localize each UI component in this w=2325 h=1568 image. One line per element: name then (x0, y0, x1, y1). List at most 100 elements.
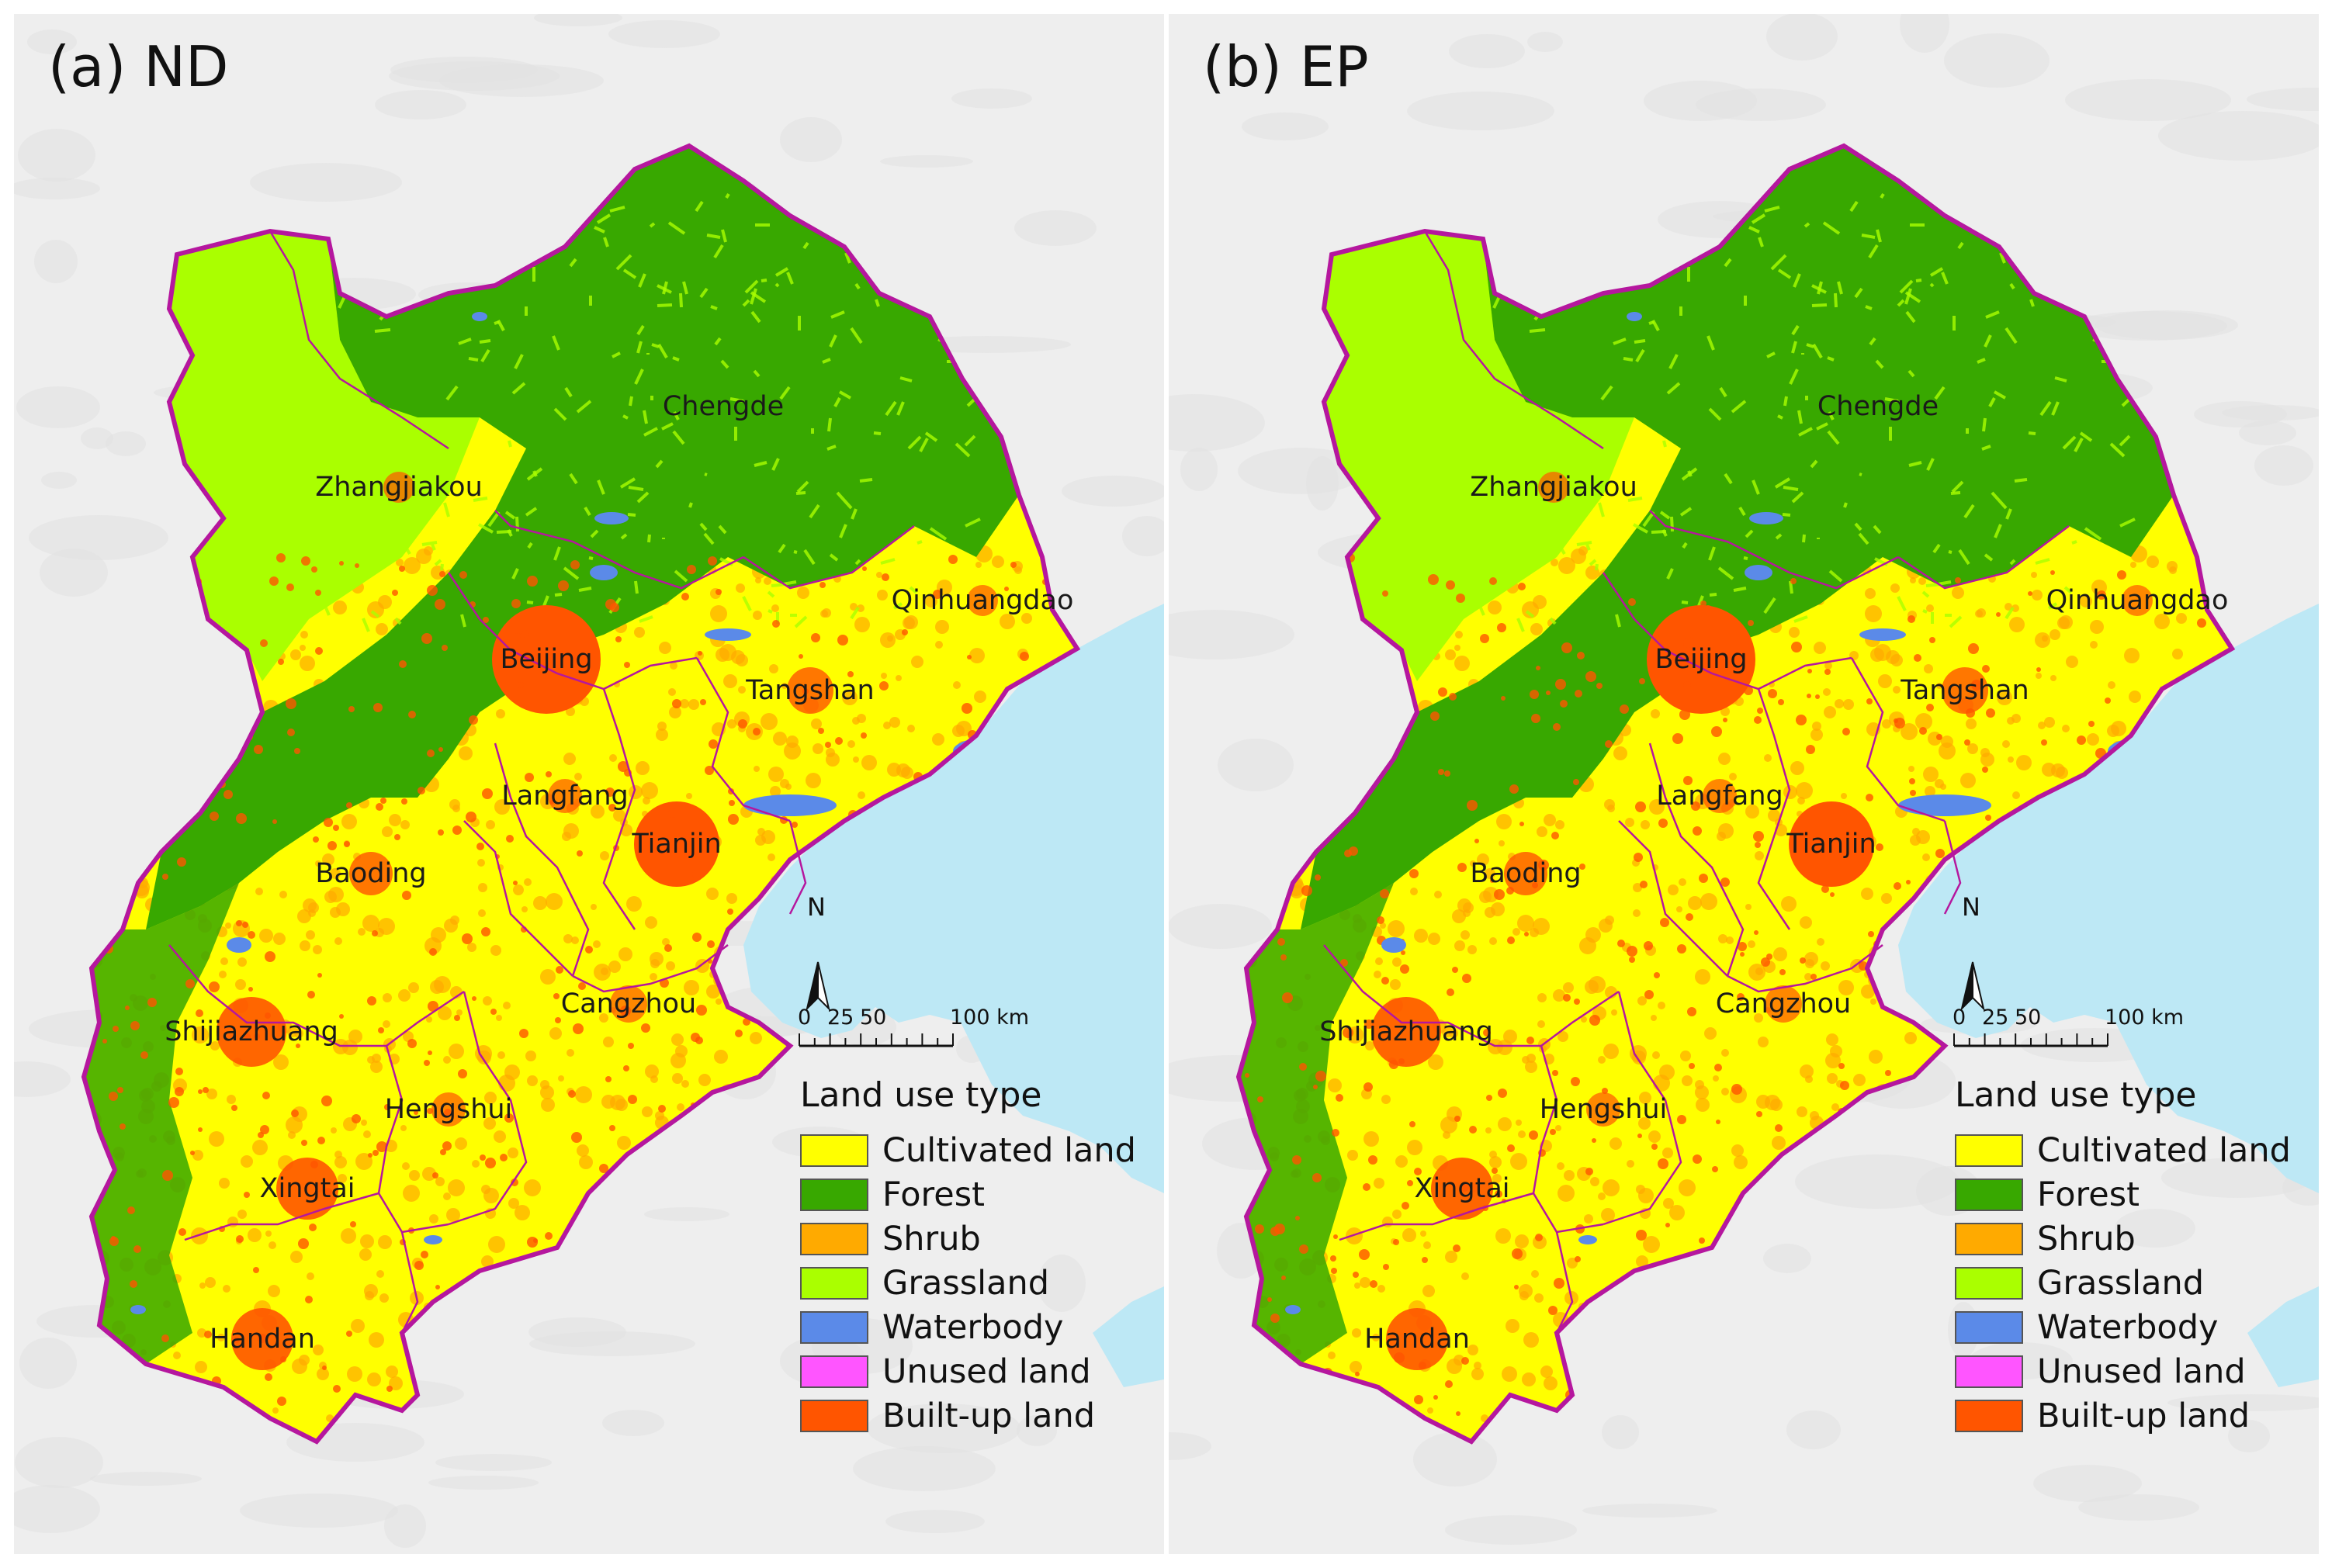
built-up-speck (1740, 952, 1745, 957)
built-up-speck (427, 585, 438, 596)
shrub-speckle (571, 936, 579, 944)
grassland-streak (1880, 192, 1885, 199)
shrub-speckle (813, 743, 823, 754)
shrub-speckle (1467, 945, 1477, 954)
shrub-speckle (1533, 595, 1547, 609)
shrub-speckle (1443, 1131, 1450, 1139)
grassland-streak (594, 226, 605, 234)
shrub-speckle (1428, 1054, 1443, 1070)
grassland-streak (907, 435, 922, 450)
grassland-streak (296, 320, 312, 327)
built-up-speck (162, 874, 168, 880)
built-up-speck (380, 798, 386, 804)
shrub-speckle (1721, 1049, 1729, 1057)
built-up-speck (2077, 736, 2086, 745)
grassland-streak (1724, 258, 1732, 268)
hillshade-patch (250, 163, 402, 202)
built-up-speck (1414, 1395, 1423, 1404)
grassland-streak (706, 234, 721, 239)
built-up-speck (1456, 594, 1465, 603)
built-up-cluster (967, 585, 998, 616)
shrub-speckle (360, 1234, 374, 1248)
district-boundary (447, 572, 558, 675)
grassland-streak (622, 268, 637, 279)
legend-swatch (800, 1222, 868, 1255)
built-up-cluster (787, 667, 833, 714)
grassland-streak (1425, 510, 1438, 527)
grassland-streak (1558, 543, 1566, 556)
shrub-speckle (1704, 1027, 1717, 1040)
grassland-zone (169, 231, 480, 681)
built-up-speck (1907, 615, 1915, 623)
city-label: Hengshui (1539, 1094, 1668, 1125)
grassland-streak (1904, 291, 1921, 303)
grassland-streak (1502, 504, 1516, 519)
shrub-speckle (1021, 613, 1032, 624)
built-up-speck (1020, 652, 1029, 661)
built-up-speck (1257, 1096, 1263, 1102)
grassland-streak (1682, 542, 1688, 549)
grassland-streak (1783, 486, 1799, 491)
shrub-speckle (527, 1075, 538, 1086)
grassland-streak (273, 441, 282, 448)
shrub-speckle (806, 773, 821, 788)
grassland-streak (1707, 335, 1715, 351)
built-up-speck (1507, 936, 1515, 944)
shrub-speckle (1452, 909, 1466, 923)
shrub-speckle (416, 549, 431, 564)
shrub-speckle (219, 1178, 230, 1189)
grassland-streak (1921, 590, 1930, 598)
built-up-speck (504, 1113, 514, 1123)
grassland-streak (1668, 354, 1679, 369)
built-up-cluster (1586, 1092, 1620, 1127)
hillshade-patch (1169, 394, 1265, 452)
built-up-speck (296, 1044, 300, 1048)
built-up-speck (384, 1104, 390, 1110)
grassland-streak (1442, 500, 1454, 504)
hillshade-patch (2158, 111, 2319, 161)
map-panel-ep: (b) EP Chengde Zhangjiakou Qinhuangdao Beiji… (1169, 14, 2319, 1554)
shrub-speckle (2036, 673, 2042, 679)
shrub-speckle (1800, 1064, 1814, 1078)
built-up-speck (1389, 1060, 1398, 1069)
district-boundary (1850, 657, 1946, 822)
grassland-streak (703, 532, 715, 545)
city-label: Shijiazhuang (1319, 1016, 1493, 1047)
built-up-speck (1514, 1285, 1519, 1289)
shrub-speckle (1506, 1319, 1519, 1333)
grassland-streak (859, 478, 873, 483)
built-up-speck (265, 951, 275, 962)
legend-label: Grassland (2037, 1263, 2204, 1303)
grassland-streak (1932, 543, 1941, 554)
shrub-speckle (1923, 767, 1939, 782)
legend-title: Land use type (1955, 1075, 2197, 1115)
grassland-streak (1984, 334, 1992, 348)
built-up-speck (352, 1114, 361, 1123)
built-up-speck (518, 682, 524, 688)
legend-swatch (800, 1310, 868, 1344)
shrub-speckle (686, 793, 692, 799)
shrub-speckle (1517, 915, 1534, 932)
built-up-speck (161, 1334, 169, 1342)
built-up-speck (1968, 643, 1979, 654)
grassland-streak (1733, 587, 1747, 592)
grassland-streak (251, 487, 259, 504)
shrub-speckle (1682, 1075, 1693, 1086)
shrub-speckle (1869, 1050, 1883, 1064)
shrub-speckle (727, 719, 736, 729)
grassland-streak (341, 453, 347, 458)
hillshade-patch (375, 90, 466, 119)
grassland-streak (1828, 569, 1843, 583)
grassland-streak (1783, 396, 1788, 407)
built-up-speck (533, 1238, 538, 1243)
grassland-streak (480, 348, 490, 363)
shrub-speckle (1360, 1277, 1370, 1288)
shrub-speckle (1731, 1144, 1744, 1157)
built-up-speck (286, 583, 294, 591)
shrub-speckle (857, 604, 865, 612)
shrub-speckle (1579, 937, 1596, 954)
grassland-streak (713, 244, 724, 259)
built-up-speck (658, 1105, 666, 1113)
grassland-streak (304, 306, 312, 321)
shrub-speckle (645, 1064, 659, 1078)
